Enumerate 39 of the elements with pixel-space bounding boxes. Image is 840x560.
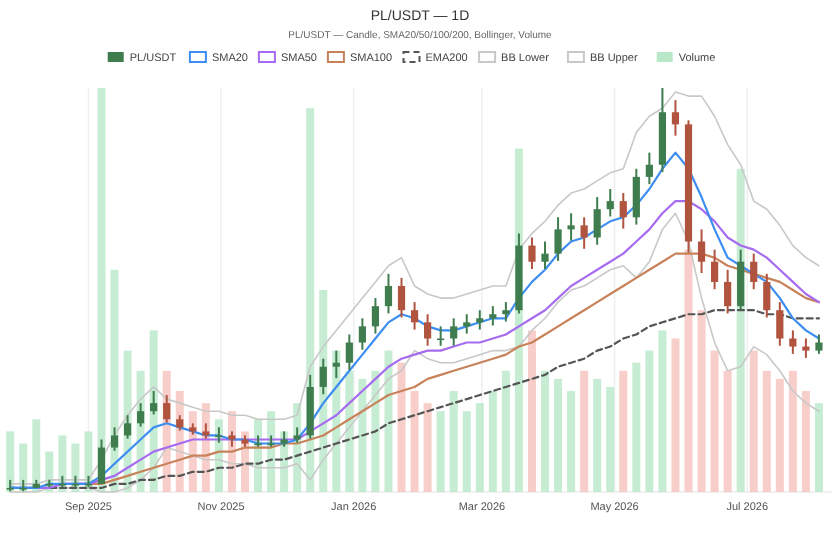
bar — [97, 88, 106, 492]
bar — [6, 431, 15, 492]
bar — [684, 249, 693, 492]
bar — [410, 391, 419, 492]
bar — [814, 403, 823, 492]
bar — [345, 370, 354, 492]
bar — [788, 370, 797, 492]
bar — [762, 370, 771, 492]
bar — [462, 411, 471, 492]
bar — [397, 362, 406, 492]
candlestick — [215, 427, 223, 443]
bar — [645, 350, 654, 492]
bar — [697, 310, 706, 492]
bar — [371, 370, 380, 492]
bar — [449, 391, 458, 492]
bar — [593, 378, 602, 492]
bar — [423, 403, 432, 492]
bar — [632, 362, 641, 492]
bar — [554, 378, 563, 492]
candlestick — [437, 326, 445, 346]
bar — [501, 370, 510, 492]
bar — [475, 403, 484, 492]
bar — [671, 338, 680, 492]
bar — [384, 350, 393, 492]
bar — [723, 370, 732, 492]
bar — [775, 378, 784, 492]
bar — [710, 350, 719, 492]
bar — [436, 411, 445, 492]
bar — [567, 391, 576, 492]
bar — [801, 391, 810, 492]
bar — [619, 370, 628, 492]
bar — [749, 350, 758, 492]
bar — [527, 330, 536, 492]
bar — [488, 391, 497, 492]
bar — [606, 386, 615, 492]
bar — [358, 378, 367, 492]
bar — [580, 370, 589, 492]
bar — [658, 330, 667, 492]
bar — [541, 370, 550, 492]
